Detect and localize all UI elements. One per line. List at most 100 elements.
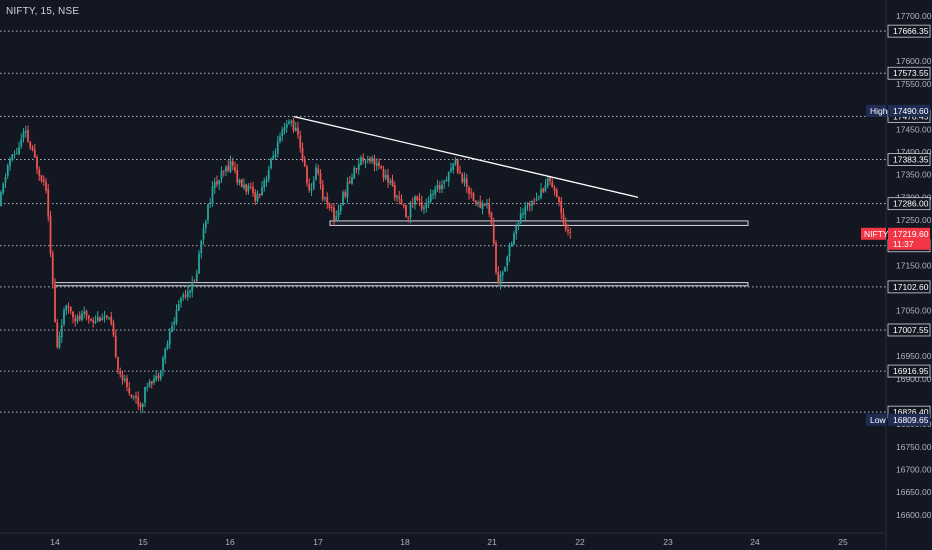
level-label: 17007.55 (893, 325, 929, 335)
candle-body (76, 316, 79, 322)
candle-body (497, 272, 500, 284)
candle-body (85, 310, 88, 316)
candle-body (414, 196, 416, 205)
candle-body (265, 178, 268, 182)
last-price-value: 17219.60 (893, 229, 929, 239)
candle-body (405, 205, 407, 217)
candle-body (18, 147, 20, 155)
candle-body (470, 192, 473, 194)
candle-body (252, 186, 254, 193)
candle-body (456, 159, 459, 173)
candle-body (402, 204, 405, 207)
candle-body (326, 196, 329, 204)
candle-body (150, 381, 153, 384)
candle-body (51, 253, 54, 285)
price-tick-label: 17150.00 (896, 260, 932, 270)
candle-body (362, 157, 365, 161)
candle-body (373, 158, 376, 165)
candle-body (283, 127, 286, 132)
candle-body (342, 192, 344, 206)
high-tag-label: High (870, 106, 888, 116)
low-tag-label: Low (870, 415, 886, 425)
candle-body (126, 378, 128, 387)
price-tick-label: 17350.00 (896, 170, 932, 180)
candle-body (474, 200, 477, 203)
candle-body (40, 175, 43, 181)
candle-body (315, 167, 317, 180)
candle-body (78, 315, 81, 320)
candle-body (490, 212, 493, 224)
candle-body (312, 180, 315, 189)
price-tick-label: 17400.00 (896, 147, 932, 157)
candle-body (429, 193, 432, 202)
ticker-tag-label: NIFTY (864, 229, 889, 239)
candle-body (180, 298, 182, 303)
candle-body (58, 336, 61, 348)
candle-body (2, 183, 5, 193)
level-label: 17286.00 (893, 199, 929, 209)
candle-body (74, 318, 77, 322)
candle-body (47, 189, 50, 217)
candle-body (207, 204, 209, 221)
candle-body (450, 168, 452, 172)
candle-body (540, 189, 542, 198)
candle-body (211, 186, 214, 205)
price-tick-label: 16750.00 (896, 442, 932, 452)
candle-body (348, 181, 351, 184)
support-zone (54, 282, 749, 287)
candle-body (153, 378, 155, 383)
candle-body (112, 323, 115, 336)
candle-body (310, 189, 313, 191)
candle-body (182, 294, 185, 298)
candle-body (0, 192, 2, 206)
candle-body (177, 304, 180, 311)
candle-body (168, 331, 171, 345)
candle-body (551, 181, 554, 188)
candle-body (191, 281, 194, 292)
candle-body (148, 381, 151, 387)
candle-body (407, 216, 410, 218)
candle-body (121, 374, 124, 381)
price-tick-label: 17600.00 (896, 56, 932, 66)
candle-body (123, 378, 126, 381)
candle-body (308, 183, 311, 191)
candle-body (67, 306, 70, 308)
candle-body (20, 139, 23, 147)
candle-body (227, 165, 230, 172)
candle-body (132, 396, 135, 398)
candle-body (198, 253, 200, 274)
level-label: 16916.95 (893, 366, 929, 376)
candle-body (382, 169, 385, 178)
candlestick-series (0, 117, 572, 414)
candle-body (108, 317, 110, 319)
candle-body (22, 131, 25, 139)
candle-body (432, 194, 434, 196)
candle-body (110, 316, 113, 324)
candle-body (49, 216, 52, 254)
candle-body (189, 290, 191, 293)
candle-body (454, 159, 457, 165)
candle-body (371, 157, 374, 162)
candle-body (117, 357, 119, 370)
candle-body (369, 158, 371, 162)
candle-body (99, 317, 101, 322)
candle-body (261, 187, 263, 196)
candle-body (526, 205, 529, 207)
candle-body (254, 192, 257, 201)
candle-body (335, 216, 338, 221)
candle-body (560, 200, 563, 214)
candle-body (553, 187, 556, 192)
candle-body (501, 272, 504, 276)
candle-body (420, 201, 423, 209)
time-axis: 14 15 16 17 18 21 22 23 24 25 (50, 537, 848, 547)
support-zone (329, 220, 749, 226)
candle-body (321, 184, 324, 200)
candle-body (249, 186, 252, 188)
candle-body (492, 223, 495, 244)
candle-body (94, 321, 97, 323)
high-value: 17490.60 (893, 106, 929, 116)
candle-body (510, 243, 513, 246)
candle-body (166, 343, 169, 349)
